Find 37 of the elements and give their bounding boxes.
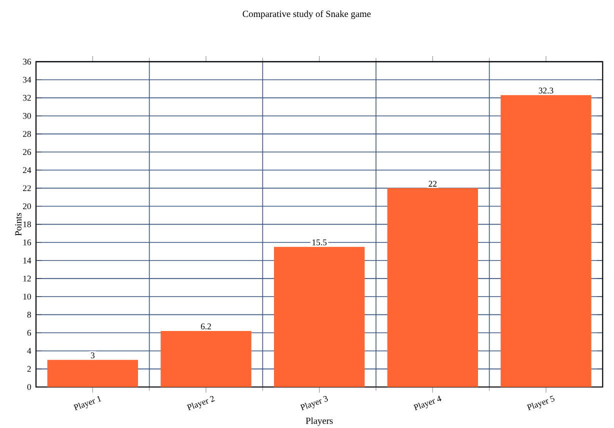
x-tick-label: Player 3 <box>300 396 328 410</box>
y-axis-title: Points <box>15 213 22 236</box>
y-tick-label: 30 <box>23 112 31 119</box>
x-axis-title: Players <box>306 417 333 426</box>
y-tick-label: 6 <box>27 330 32 336</box>
bar <box>160 330 252 387</box>
y-tick-label: 10 <box>23 294 31 300</box>
x-tick-label: Player 5 <box>526 396 554 410</box>
y-tick-label: 36 <box>23 58 32 65</box>
y-tick-label: 32 <box>23 94 31 101</box>
data-label: 6.2 <box>200 324 211 330</box>
y-tick-label: 14 <box>23 258 32 264</box>
data-label: 22 <box>428 180 437 187</box>
x-tick-label: Player 1 <box>73 396 102 410</box>
x-tick-label: Player 4 <box>413 396 442 410</box>
y-tick-label: 12 <box>23 276 31 282</box>
bar <box>500 95 592 387</box>
y-tick-label: 18 <box>23 221 31 228</box>
y-tick-label: 26 <box>23 149 32 155</box>
y-tick-label: 34 <box>23 76 32 83</box>
data-label: 15.5 <box>312 239 327 246</box>
y-tick-label: 16 <box>23 239 32 246</box>
y-tick-label: 24 <box>23 167 32 173</box>
bar <box>47 360 138 387</box>
data-label: 3 <box>90 352 94 358</box>
data-label: 32.3 <box>538 88 554 94</box>
y-tick-label: 8 <box>27 312 31 318</box>
y-tick-label: 0 <box>27 384 31 390</box>
y-tick-label: 20 <box>23 203 31 210</box>
y-tick-label: 28 <box>23 131 31 137</box>
y-tick-label: 22 <box>23 185 31 192</box>
chart-title: Comparative study of Snake game <box>242 10 371 19</box>
y-tick-label: 2 <box>27 366 31 372</box>
bar <box>274 246 365 387</box>
y-tick-label: 4 <box>27 348 32 354</box>
bar <box>387 188 478 387</box>
x-tick-label: Player 2 <box>186 396 215 410</box>
